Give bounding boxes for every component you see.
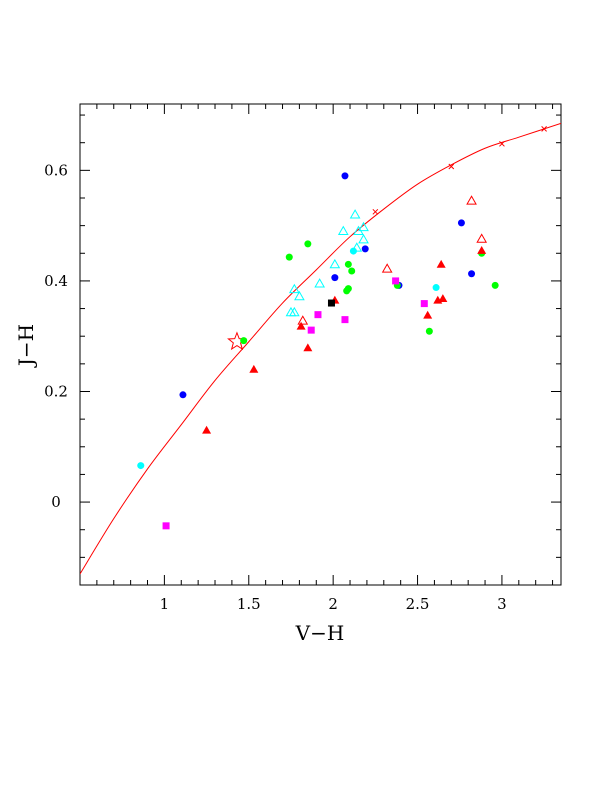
data-point-open-triangle [314,278,326,288]
data-point-circle [457,219,465,227]
data-point-open-triangle [294,290,305,301]
data-point-circle [304,240,312,248]
data-point-circle [285,253,293,261]
data-point-open-triangle [337,225,349,236]
y-tick-label: 0.4 [44,272,68,290]
y-axis-title: J−H [14,324,38,368]
data-point-triangle [202,425,212,434]
data-point-open-triangle [476,233,488,243]
data-point-triangle [438,294,448,302]
y-tick-label: 0.6 [44,161,68,179]
data-point-circle [432,284,440,292]
data-point-square [307,326,315,334]
data-point-circle [425,327,433,335]
curve-cross-marker [499,140,505,147]
data-point-circle [344,285,352,293]
plot-frame [79,103,562,586]
data-point-circle [348,267,356,275]
data-point-circle [137,462,145,470]
x-tick-label: 1 [160,595,170,613]
data-point-triangle [296,321,306,330]
data-point-circle [468,270,476,278]
model-curve-line [80,122,561,575]
curve-cross-marker [372,208,379,215]
y-tick-label: 0 [51,493,61,511]
data-point-square [341,316,349,324]
data-point-triangle [303,343,313,352]
data-point-open-triangle [288,283,300,294]
data-point-open-triangle [353,225,364,236]
data-points [137,172,499,530]
data-point-open-triangle [329,258,341,269]
data-point-circle [341,172,349,180]
data-point-open-triangle [381,263,393,273]
curve-cross-marker [448,163,455,170]
data-point-open-triangle [297,315,309,325]
data-point-circle [491,281,499,289]
y-axis-ticks: 0 0.2 0.4 0.6 [44,114,561,586]
data-point-square [162,522,170,530]
data-point-circle [179,391,187,399]
y-tick-label: 0.2 [44,382,68,400]
data-point-triangle [436,259,446,268]
data-point-square [314,311,322,319]
data-point-circle [331,274,339,282]
x-tick-label: 3 [497,595,507,613]
data-point-triangle [249,364,259,373]
data-point-circle [240,337,248,345]
curve-cross-marker [541,126,547,132]
x-axis-title: V−H [295,621,345,645]
x-tick-label: 1.5 [237,595,261,613]
x-axis-ticks: 1 1.5 2 2.5 3 [79,104,554,613]
data-point-open-triangle [466,195,477,205]
data-point-square [392,277,400,285]
x-tick-label: 2.5 [406,595,430,613]
data-point-triangle [477,246,487,254]
data-point-square [327,299,335,307]
data-point-open-triangle [349,209,361,219]
data-point-triangle [423,310,433,319]
x-tick-label: 2 [328,595,338,613]
data-point-circle [344,260,352,268]
data-point-open-triangle [288,306,300,317]
data-point-square [420,300,428,308]
data-point-open-triangle [358,233,369,244]
data-point-open-triangle [351,242,363,252]
data-point-circle [361,245,369,253]
model-curve [80,122,561,575]
data-point-open-triangle [358,221,369,232]
